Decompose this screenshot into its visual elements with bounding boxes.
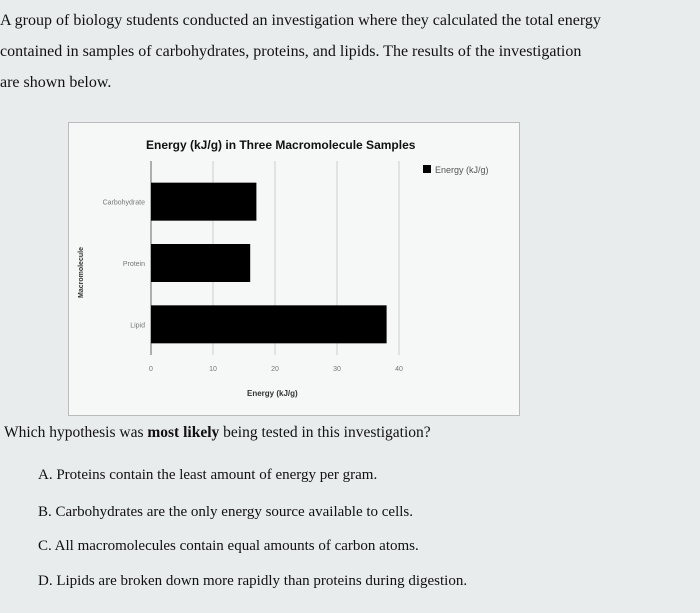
y-tick-label: Lipid bbox=[130, 322, 145, 329]
x-tick-label: 30 bbox=[333, 366, 341, 373]
y-tick-label: Carbohydrate bbox=[103, 200, 146, 207]
x-axis-label: Energy (kJ/g) bbox=[247, 389, 298, 398]
bar-protein bbox=[151, 244, 251, 282]
legend-label: Energy (kJ/g) bbox=[435, 165, 489, 175]
bar-carbohydrate bbox=[151, 182, 257, 221]
x-tick-label: 0 bbox=[149, 366, 153, 373]
chart-title: Energy (kJ/g) in Three Macromolecule Sam… bbox=[146, 138, 416, 152]
question: Which hypothesis was most likely being t… bbox=[4, 424, 431, 442]
x-tick-label: 20 bbox=[271, 366, 279, 373]
legend-swatch bbox=[423, 165, 431, 173]
intro-line-1: A group of biology students conducted an… bbox=[0, 12, 601, 29]
option-d[interactable]: D. Lipids are broken down more rapidly t… bbox=[38, 573, 468, 589]
intro-line-2: contained in samples of carbohydrates, p… bbox=[0, 43, 582, 60]
question-emphasis: most likely bbox=[147, 424, 220, 441]
x-tick-label: 40 bbox=[395, 366, 403, 373]
question-text-end: being tested in this investigation? bbox=[219, 424, 431, 441]
option-c[interactable]: C. All macromolecules contain equal amou… bbox=[38, 538, 419, 554]
option-a[interactable]: A. Proteins contain the least amount of … bbox=[38, 467, 378, 483]
y-axis-label: Macromolecule bbox=[78, 247, 85, 298]
bar-lipid bbox=[151, 305, 387, 344]
y-tick-label: Protein bbox=[123, 261, 145, 268]
x-tick-label: 10 bbox=[209, 366, 217, 373]
question-text: Which hypothesis was bbox=[4, 424, 148, 441]
intro-line-3: are shown below. bbox=[0, 74, 112, 91]
option-b[interactable]: B. Carbohydrates are the only energy sou… bbox=[38, 504, 414, 520]
chart: Energy (kJ/g) in Three Macromolecule Sam… bbox=[68, 122, 520, 416]
